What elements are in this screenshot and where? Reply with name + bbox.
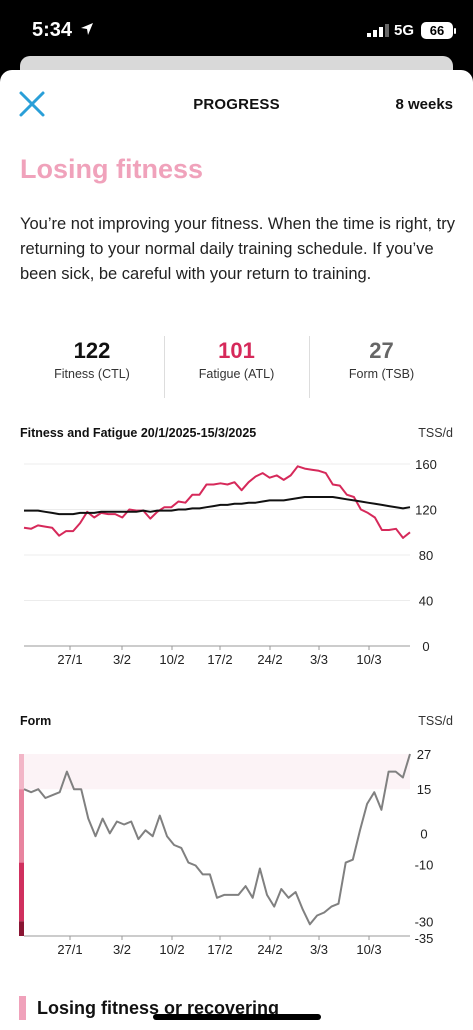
x-tick-label: 27/1: [57, 652, 82, 667]
progress-sheet: PROGRESS 8 weeks Losing fitness You’re n…: [0, 70, 473, 1030]
y-tick-label: -30: [415, 914, 434, 929]
y-tick-label: 0: [422, 639, 429, 654]
chart1-title: Fitness and Fatigue 20/1/2025-15/3/2025: [20, 426, 257, 440]
chart2-title: Form: [20, 714, 52, 728]
fitness-status-description: You’re not improving your fitness. When …: [20, 215, 455, 283]
chart2-unit: TSS/d: [418, 714, 453, 728]
x-tick-label: 24/2: [257, 652, 282, 667]
form-zone-bar: [19, 862, 24, 922]
form-zone-bar: [19, 754, 24, 790]
legend-label: Losing fitness or recovering: [37, 998, 280, 1018]
home-indicator: [153, 1014, 321, 1020]
period-selector[interactable]: 8 weeks: [395, 96, 453, 113]
metric-label: Fatigue (ATL): [198, 367, 275, 381]
y-tick-label: 0: [420, 826, 427, 841]
y-tick-label: 15: [417, 782, 431, 797]
status-time: 5:34: [32, 19, 73, 41]
metric-label: Fitness (CTL): [54, 367, 130, 381]
form-chart: 27 15 0 -10 -30 -35 27/1 3/2 10/2 17/2 24/2 3/3 10/3: [19, 747, 434, 957]
form-zone-shade: [24, 754, 410, 790]
metric-fatigue: 101 Fatigue (ATL): [164, 336, 308, 398]
page-title: PROGRESS: [193, 96, 280, 113]
fitness-fatigue-chart: 0 40 80 120 160 27/1 3/2 10/2 17/2 24/2 3/3 10/3: [23, 457, 437, 667]
metric-value: 27: [369, 338, 394, 363]
x-tick-label: 10/2: [159, 942, 184, 957]
y-tick-label: 120: [415, 503, 437, 518]
metrics-row: 122 Fitness (CTL) 101 Fatigue (ATL) 27 F…: [20, 336, 453, 398]
x-tick-label: 24/2: [257, 942, 282, 957]
battery-icon: 66: [421, 22, 453, 39]
location-arrow-icon: [81, 23, 93, 35]
x-tick-label: 10/3: [356, 942, 381, 957]
signal-icon: [367, 24, 389, 37]
chart1-unit: TSS/d: [418, 426, 453, 440]
x-tick-label: 3/3: [310, 942, 328, 957]
series-line-form: [23, 753, 411, 926]
x-tick-label: 10/3: [356, 652, 381, 667]
metric-value: 122: [73, 338, 111, 363]
battery-tip: [454, 28, 456, 34]
x-tick-label: 17/2: [207, 652, 232, 667]
series-line-fitness-ctl-: [24, 496, 411, 516]
y-tick-label: -35: [415, 931, 434, 946]
x-tick-label: 17/2: [207, 942, 232, 957]
x-tick-label: 3/3: [310, 652, 328, 667]
y-tick-label: -10: [415, 858, 434, 873]
x-tick-label: 3/2: [113, 942, 131, 957]
series-line-fatigue-atl-: [23, 465, 411, 539]
status-bar: 5:34 5G 66: [0, 0, 473, 62]
metric-label: Form (TSB): [348, 367, 415, 381]
y-tick-label: 40: [419, 594, 433, 609]
close-icon[interactable]: [18, 90, 46, 118]
y-tick-label: 160: [415, 457, 437, 472]
metric-value: 101: [218, 338, 255, 363]
x-tick-label: 27/1: [57, 942, 82, 957]
y-tick-label: 80: [419, 548, 433, 563]
y-tick-label: 27: [417, 747, 431, 762]
form-zone-bar: [19, 789, 24, 863]
form-zone-bar: [19, 921, 24, 936]
network-label: 5G: [394, 22, 415, 39]
metric-form: 27 Form (TSB): [309, 336, 453, 398]
x-tick-label: 3/2: [113, 652, 131, 667]
legend-color-bar: [19, 996, 26, 1020]
fitness-status-title: Losing fitness: [20, 154, 204, 184]
x-tick-label: 10/2: [159, 652, 184, 667]
metric-fitness: 122 Fitness (CTL): [20, 336, 164, 398]
